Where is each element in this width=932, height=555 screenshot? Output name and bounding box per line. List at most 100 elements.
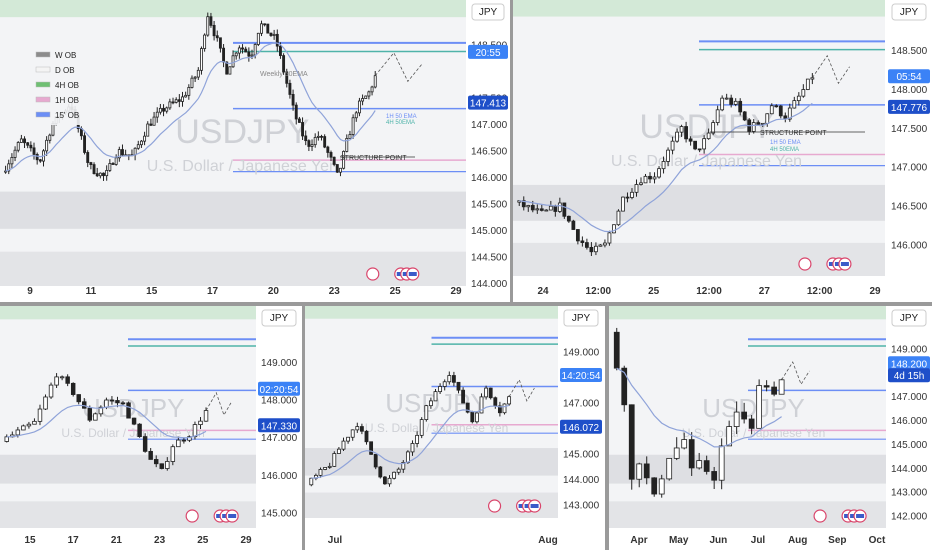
us-flag-stripe (408, 272, 417, 276)
structure-point-label: STRUCTURE POINT (340, 155, 407, 162)
daily-ob-zone (0, 191, 466, 229)
candle (165, 461, 170, 469)
candle (760, 122, 765, 125)
candle (196, 69, 200, 78)
candle (137, 423, 142, 437)
candle (497, 405, 502, 414)
x-tick-label: 29 (240, 535, 252, 546)
x-tick-label: 15 (24, 535, 36, 546)
currency-label: JPY (270, 313, 289, 324)
lightning-icon (798, 257, 812, 271)
y-tick-label: 147.000 (471, 120, 508, 131)
candle (203, 34, 207, 49)
y-tick-label: 148.000 (891, 85, 928, 96)
weekly-ob-zone-low (305, 492, 558, 518)
candle (539, 208, 544, 211)
candle (301, 122, 304, 137)
candle (733, 100, 738, 105)
candle (562, 202, 567, 217)
price-badge (888, 368, 930, 383)
y-tick-label: 149.000 (891, 344, 928, 355)
candle (225, 61, 229, 75)
candle (801, 89, 806, 97)
y-tick-label: 148.000 (261, 396, 298, 407)
x-tick-label: 23 (154, 535, 166, 546)
legend-label: 15' OB (55, 111, 79, 120)
candle (304, 135, 308, 142)
candle (51, 123, 55, 136)
candle (589, 247, 594, 253)
candle (373, 453, 378, 468)
candle (332, 453, 337, 467)
candle (345, 137, 349, 152)
watermark-name: U.S. Dollar / Japanese Yen (682, 426, 825, 440)
candle (209, 16, 213, 26)
candle (158, 107, 162, 113)
candle (102, 172, 105, 177)
candle (83, 135, 87, 153)
candle (228, 66, 232, 75)
candle (272, 33, 276, 36)
candle (711, 122, 716, 134)
currency-box (563, 309, 599, 327)
candle (688, 138, 693, 142)
candle (222, 47, 226, 63)
candle (580, 240, 585, 243)
candle (666, 149, 670, 162)
y-tick-label: 146.500 (471, 146, 508, 157)
price-badge-label: 02:20:54 (260, 385, 299, 396)
candle (82, 401, 87, 409)
candle (382, 476, 387, 485)
candle (679, 126, 684, 133)
candle (396, 468, 401, 473)
candle (521, 200, 526, 208)
candle (32, 147, 36, 155)
us-flag-stripe (228, 514, 237, 518)
candle (733, 411, 740, 427)
candle (603, 242, 607, 246)
candle (696, 460, 703, 469)
candle (702, 138, 707, 150)
candle (165, 107, 169, 112)
candle (401, 462, 406, 470)
candle (184, 94, 188, 98)
legend-swatch (35, 51, 51, 58)
candle (26, 142, 30, 146)
candle (571, 220, 576, 230)
panel-divider (510, 0, 513, 302)
candle (65, 376, 70, 384)
candle (566, 215, 571, 222)
candle (607, 232, 612, 244)
candle (316, 135, 320, 138)
legend-swatch (35, 96, 51, 103)
candle (350, 429, 355, 438)
candle (23, 138, 26, 144)
ema-line (616, 367, 782, 448)
candle (470, 411, 475, 423)
candle (285, 71, 289, 84)
weekly-ob-zone (0, 0, 466, 18)
candle (153, 459, 159, 465)
panel-divider (0, 302, 932, 306)
y-tick-label: 145.000 (563, 450, 600, 461)
candle (109, 399, 115, 402)
panel-divider (302, 306, 305, 550)
candle (769, 105, 774, 115)
chart-panel-bottom-right: USDJPY U.S. Dollar / Japanese Yen (609, 306, 887, 528)
candle (346, 436, 351, 442)
candle (218, 37, 222, 49)
candle (729, 97, 734, 105)
price-badge-label: 14:20:54 (562, 371, 601, 382)
candle (424, 405, 429, 420)
x-tick-label: May (669, 535, 689, 546)
candle (738, 100, 743, 113)
candle (297, 118, 301, 123)
candle (87, 407, 93, 421)
candle (332, 156, 336, 165)
candle (703, 460, 710, 472)
candle (48, 384, 54, 398)
price-badge (888, 69, 930, 84)
price-badge-label: 146.072 (563, 423, 600, 434)
y-tick-label: 147.000 (891, 392, 928, 403)
candle (250, 54, 254, 57)
